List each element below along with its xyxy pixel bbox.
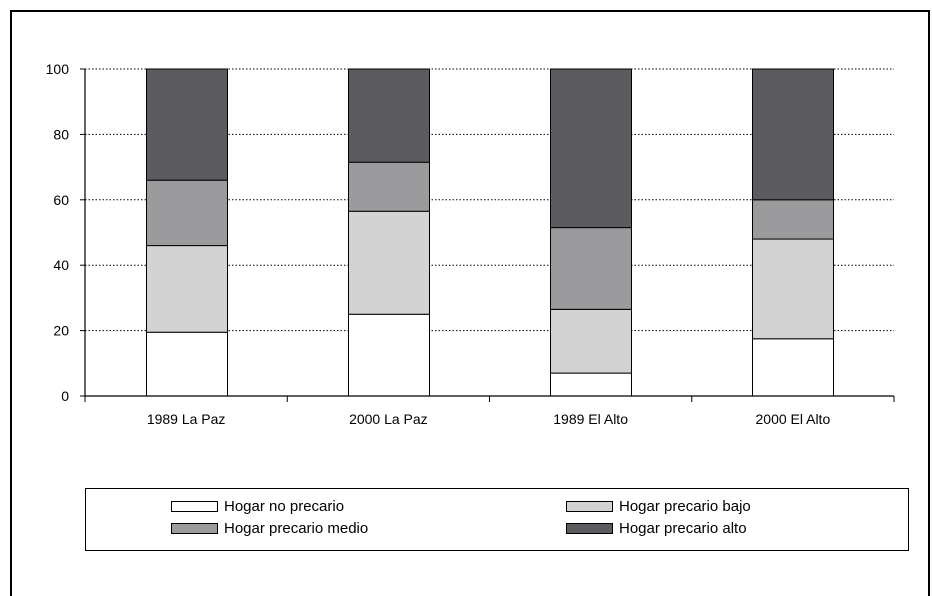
bar-segment xyxy=(146,68,228,181)
legend-swatch xyxy=(171,522,218,534)
x-tick-labels: 1989 La Paz 2000 La Paz 1989 El Alto 2000 E… xyxy=(147,411,831,427)
legend-swatch xyxy=(171,500,218,512)
bar-segment xyxy=(752,238,834,340)
bar-segment xyxy=(752,68,834,201)
y-tick-label: 80 xyxy=(53,126,69,142)
bar-segment xyxy=(550,372,632,397)
x-tick-label: 2000 El Alto xyxy=(756,411,831,427)
legend-item-hogar-precario-medio: Hogar precario medio xyxy=(171,518,368,538)
bar-segment xyxy=(348,210,430,315)
legend-label: Hogar no precario xyxy=(224,497,345,515)
y-tick-label: 0 xyxy=(61,388,69,404)
bar-segment xyxy=(550,227,632,310)
bar-segment xyxy=(146,331,228,397)
bar-segment xyxy=(348,161,430,212)
legend-swatch xyxy=(566,500,613,512)
legend-label: Hogar precario alto xyxy=(619,519,747,537)
legend: Hogar no precario Hogar precario bajo Ho… xyxy=(85,488,909,551)
x-tick-label: 1989 La Paz xyxy=(147,411,226,427)
bar-segment xyxy=(752,338,834,397)
bars xyxy=(146,68,834,397)
axes xyxy=(80,68,895,402)
legend-label: Hogar precario bajo xyxy=(619,497,751,515)
x-tick-label: 1989 El Alto xyxy=(553,411,628,427)
y-tick-label: 20 xyxy=(53,323,69,339)
legend-swatch xyxy=(566,522,613,534)
y-tick-labels: 0 20 40 60 80 100 xyxy=(46,61,70,404)
x-tick-label: 2000 La Paz xyxy=(349,411,428,427)
bar-segment xyxy=(752,199,834,240)
bar-segment xyxy=(348,68,430,163)
bar-segment xyxy=(550,68,632,229)
legend-item-hogar-no-precario: Hogar no precario xyxy=(171,496,344,516)
legend-item-hogar-precario-bajo: Hogar precario bajo xyxy=(566,496,751,516)
bar-segment xyxy=(348,313,430,397)
y-tick-label: 100 xyxy=(46,61,70,77)
legend-item-hogar-precario-alto: Hogar precario alto xyxy=(566,518,747,538)
y-tick-label: 40 xyxy=(53,257,69,273)
chart-frame xyxy=(10,10,930,596)
bar-segment xyxy=(146,179,228,247)
bar-segment xyxy=(550,308,632,374)
y-tick-label: 60 xyxy=(53,192,69,208)
bar-segment xyxy=(146,245,228,333)
legend-label: Hogar precario medio xyxy=(224,519,369,537)
